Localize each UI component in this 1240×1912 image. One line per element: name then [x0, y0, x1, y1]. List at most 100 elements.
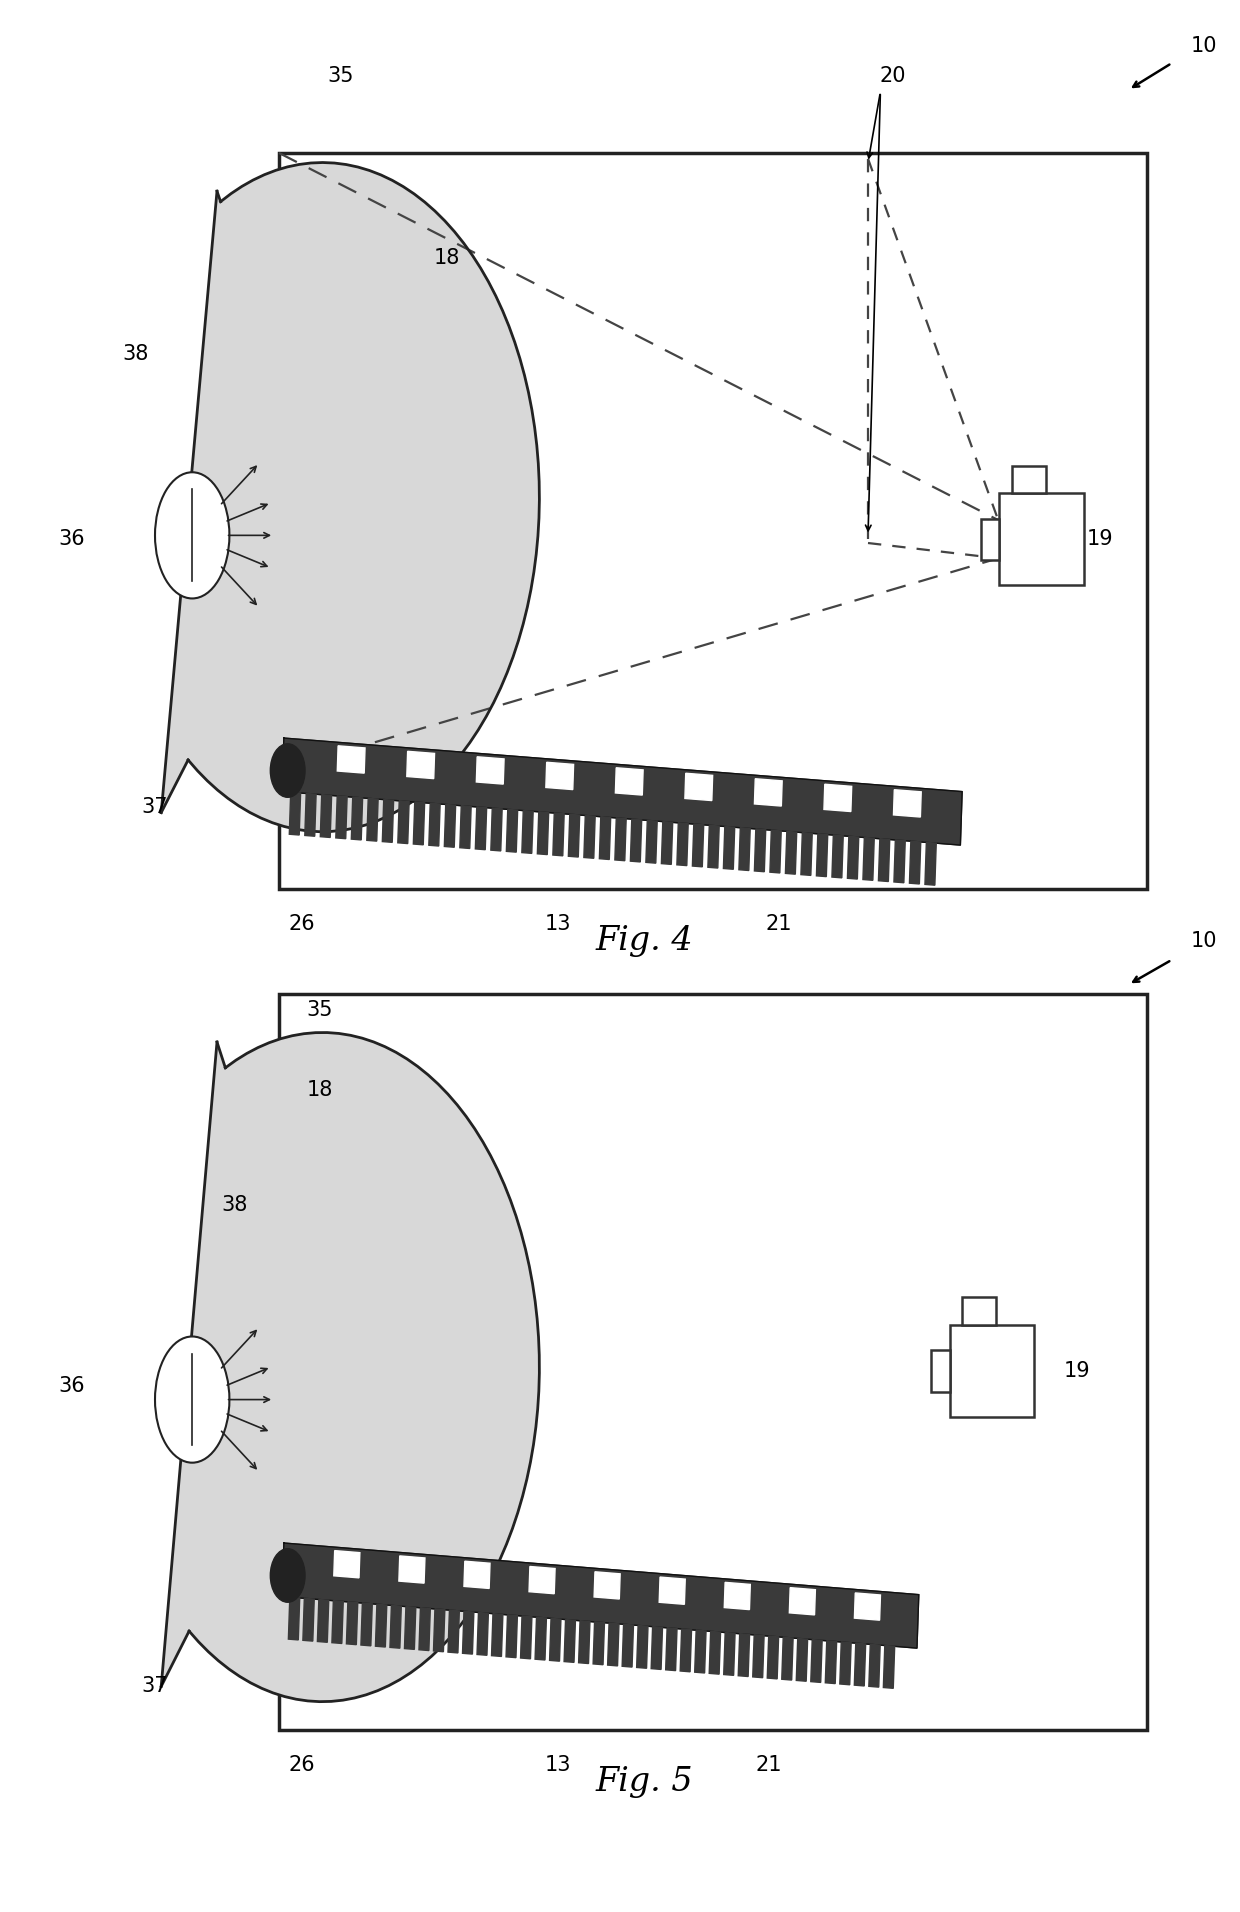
Polygon shape — [529, 1566, 556, 1595]
Text: 36: 36 — [58, 530, 86, 549]
Polygon shape — [521, 1616, 532, 1660]
Text: 18: 18 — [306, 1080, 334, 1099]
Polygon shape — [553, 813, 564, 857]
Text: 37: 37 — [141, 797, 169, 816]
Polygon shape — [681, 1629, 692, 1671]
Polygon shape — [608, 1623, 619, 1665]
Polygon shape — [382, 799, 393, 843]
Polygon shape — [823, 784, 852, 811]
Text: 38: 38 — [222, 1195, 248, 1214]
Polygon shape — [161, 1032, 539, 1702]
Polygon shape — [317, 1600, 329, 1642]
Polygon shape — [460, 805, 471, 849]
Polygon shape — [463, 1612, 474, 1654]
Polygon shape — [863, 837, 874, 880]
Polygon shape — [593, 1621, 604, 1665]
Polygon shape — [407, 751, 434, 778]
Polygon shape — [738, 1633, 749, 1677]
Polygon shape — [869, 1644, 880, 1686]
Bar — [931, 1350, 950, 1392]
Text: 38: 38 — [123, 344, 149, 363]
Polygon shape — [332, 1600, 343, 1644]
Polygon shape — [894, 790, 921, 816]
Polygon shape — [584, 816, 595, 858]
Polygon shape — [666, 1627, 677, 1671]
Polygon shape — [289, 1597, 300, 1640]
Polygon shape — [677, 822, 688, 866]
Polygon shape — [389, 1606, 402, 1648]
Text: Fig. 5: Fig. 5 — [596, 1767, 693, 1797]
Polygon shape — [161, 163, 539, 832]
Polygon shape — [594, 1572, 620, 1598]
Polygon shape — [832, 836, 843, 878]
Polygon shape — [785, 832, 797, 874]
Text: 13: 13 — [544, 1755, 572, 1774]
Polygon shape — [925, 843, 936, 885]
Polygon shape — [854, 1593, 880, 1619]
Polygon shape — [724, 1583, 750, 1610]
Polygon shape — [739, 828, 750, 870]
Polygon shape — [708, 826, 719, 868]
Polygon shape — [367, 799, 378, 841]
Ellipse shape — [155, 472, 229, 598]
Polygon shape — [303, 1598, 314, 1640]
Polygon shape — [801, 832, 812, 876]
Polygon shape — [692, 824, 703, 866]
Polygon shape — [491, 809, 502, 851]
Polygon shape — [599, 816, 610, 860]
Polygon shape — [694, 1631, 706, 1673]
Polygon shape — [894, 839, 905, 883]
Text: 13: 13 — [544, 914, 572, 933]
Polygon shape — [376, 1604, 387, 1646]
Text: 18: 18 — [433, 249, 460, 268]
Polygon shape — [754, 778, 782, 807]
Polygon shape — [811, 1640, 822, 1683]
Polygon shape — [615, 818, 626, 860]
Polygon shape — [320, 795, 331, 837]
Polygon shape — [429, 803, 440, 845]
Polygon shape — [549, 1618, 560, 1662]
Polygon shape — [398, 801, 409, 843]
Polygon shape — [346, 1602, 358, 1644]
Text: 20: 20 — [879, 67, 906, 86]
Polygon shape — [723, 826, 735, 870]
Polygon shape — [660, 1577, 686, 1604]
Polygon shape — [399, 1556, 425, 1583]
Polygon shape — [878, 839, 890, 881]
Polygon shape — [546, 763, 574, 790]
Text: 21: 21 — [755, 1755, 782, 1774]
Text: 26: 26 — [288, 914, 315, 933]
Bar — [950, 1325, 1034, 1417]
Polygon shape — [444, 805, 455, 847]
Polygon shape — [854, 1642, 866, 1686]
Polygon shape — [281, 738, 962, 845]
Bar — [962, 1298, 996, 1325]
Bar — [999, 493, 1084, 585]
Circle shape — [270, 1549, 305, 1602]
Polygon shape — [615, 769, 644, 795]
Polygon shape — [537, 813, 548, 855]
Polygon shape — [847, 836, 859, 880]
Text: 19: 19 — [1086, 530, 1112, 549]
Polygon shape — [826, 1640, 837, 1684]
Polygon shape — [448, 1610, 459, 1652]
Polygon shape — [790, 1587, 816, 1616]
Polygon shape — [506, 1616, 517, 1658]
Polygon shape — [491, 1614, 503, 1656]
Polygon shape — [839, 1642, 851, 1684]
Polygon shape — [661, 822, 672, 864]
Polygon shape — [476, 757, 505, 784]
Text: 35: 35 — [306, 1000, 334, 1019]
Text: Fig. 4: Fig. 4 — [596, 925, 693, 956]
Polygon shape — [796, 1639, 807, 1681]
Polygon shape — [622, 1625, 634, 1667]
Polygon shape — [351, 797, 362, 839]
Polygon shape — [477, 1612, 489, 1656]
Polygon shape — [413, 801, 424, 845]
Polygon shape — [781, 1637, 794, 1681]
Polygon shape — [475, 807, 486, 849]
Text: 35: 35 — [327, 67, 355, 86]
Polygon shape — [646, 820, 657, 862]
Polygon shape — [419, 1608, 430, 1650]
Text: 10: 10 — [1190, 931, 1216, 950]
